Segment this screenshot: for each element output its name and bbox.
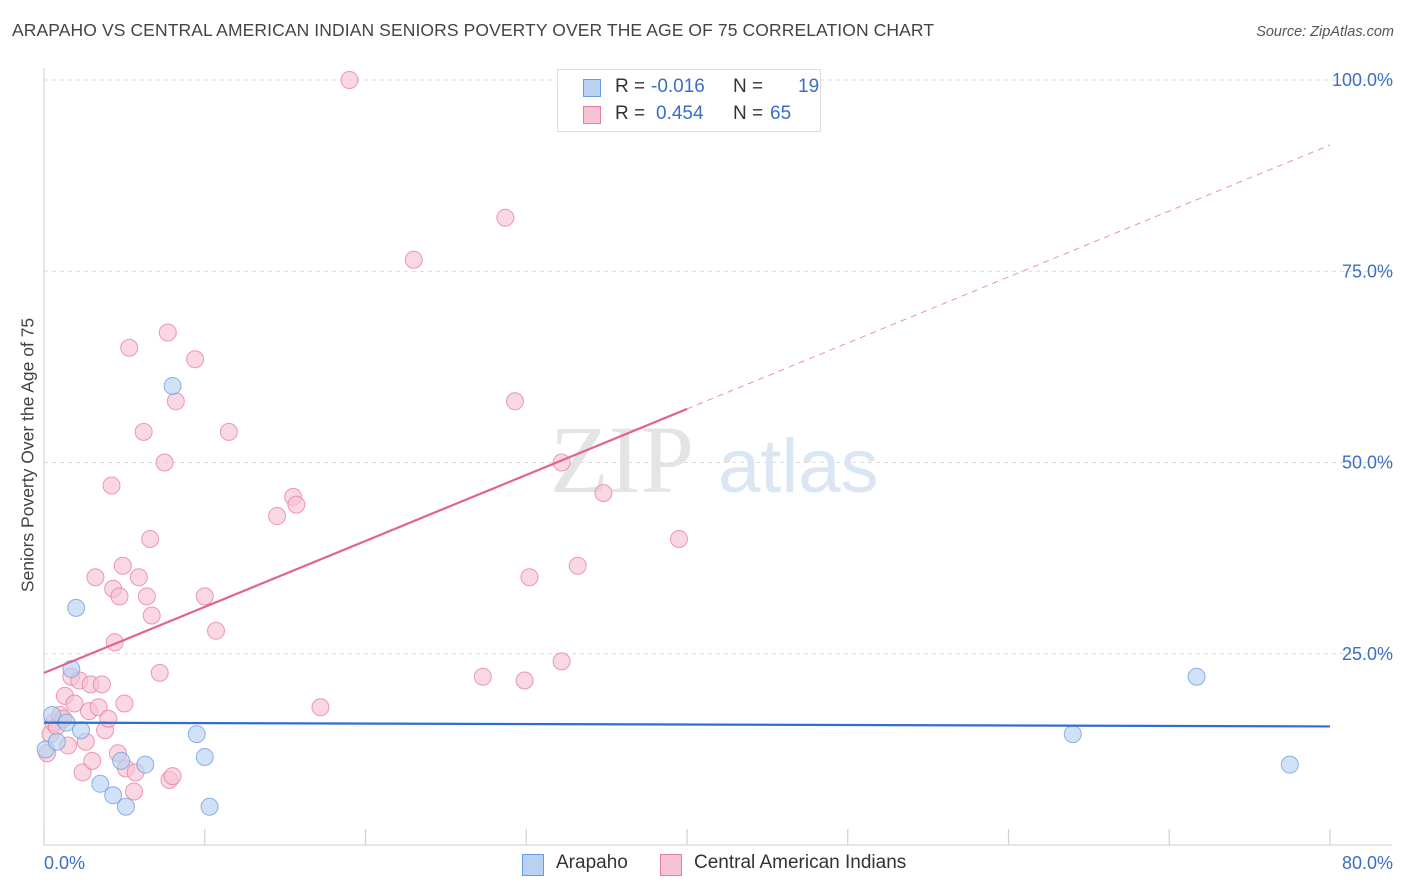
point-central-american: [99, 709, 118, 728]
point-central-american: [92, 675, 111, 694]
legend-r-label: R =: [615, 76, 646, 97]
point-arapaho: [136, 755, 155, 774]
point-arapaho: [200, 797, 219, 816]
point-central-american: [219, 422, 238, 441]
stats-legend: R = -0.016 N = 19 R = 0.454 N = 65: [557, 69, 821, 132]
legend-n-value: 65: [770, 103, 792, 124]
point-central-american: [83, 751, 102, 770]
point-central-american: [568, 556, 587, 575]
legend-r-value: -0.016: [651, 76, 705, 97]
trend-lines: [43, 144, 1331, 728]
point-central-american: [113, 556, 132, 575]
y-tick-label: 50.0%: [1342, 453, 1393, 473]
point-central-american: [669, 530, 688, 548]
chart-title: ARAPAHO VS CENTRAL AMERICAN INDIAN SENIO…: [12, 20, 935, 40]
point-arapaho: [1280, 755, 1299, 774]
point-central-american: [473, 667, 492, 686]
point-arapaho: [91, 774, 110, 793]
bottom-legend-label: Arapaho: [556, 852, 628, 873]
legend-n-label: N =: [733, 103, 764, 124]
point-central-american: [515, 671, 534, 690]
trend-line-central-american: [43, 407, 688, 674]
watermark-atlas: atlas: [718, 424, 879, 509]
legend-swatch-blue: [583, 79, 601, 97]
legend-swatch-pink: [583, 106, 601, 124]
legend-r-value: 0.454: [656, 103, 704, 124]
y-tick-label: 100.0%: [1332, 70, 1393, 90]
point-central-american: [268, 507, 287, 526]
point-central-american: [150, 663, 169, 682]
point-arapaho: [104, 786, 123, 805]
trend-line-central-american-extended: [686, 144, 1331, 410]
point-central-american: [73, 763, 92, 782]
legend-r-label: R =: [615, 103, 646, 124]
x-tick-label: 0.0%: [44, 853, 85, 873]
point-central-american: [505, 392, 524, 411]
point-central-american: [163, 767, 182, 786]
point-central-american: [195, 587, 214, 606]
point-central-american: [129, 568, 148, 587]
point-central-american: [120, 338, 139, 357]
point-arapaho: [163, 377, 182, 395]
point-arapaho: [195, 748, 214, 767]
point-arapaho: [71, 721, 90, 740]
tick-labels: 25.0% 50.0% 75.0% 100.0% 0.0% 80.0%: [44, 70, 1393, 873]
point-central-american: [110, 587, 129, 606]
point-central-american: [134, 422, 153, 441]
point-arapaho: [187, 725, 206, 744]
point-central-american: [142, 606, 161, 625]
point-central-american: [141, 530, 160, 548]
y-tick-label: 75.0%: [1342, 261, 1393, 281]
watermark-zip: ZIP: [550, 406, 694, 513]
point-arapaho: [67, 598, 86, 617]
legend-n-label: N =: [733, 76, 764, 97]
point-arapaho: [47, 732, 66, 751]
point-central-american: [137, 587, 156, 606]
point-central-american: [89, 698, 108, 717]
point-arapaho: [1063, 725, 1082, 744]
point-central-american: [158, 323, 177, 342]
trend-line-arapaho: [43, 721, 1331, 728]
point-central-american: [552, 652, 571, 671]
point-central-american: [340, 71, 359, 89]
point-central-american: [115, 694, 134, 713]
chart-source: Source: ZipAtlas.com: [1256, 24, 1394, 40]
point-central-american: [155, 453, 174, 472]
bottom-legend-label: Central American Indians: [694, 852, 907, 873]
point-central-american: [65, 694, 84, 713]
point-arapaho: [116, 797, 135, 816]
gridlines: [44, 79, 1392, 655]
watermark: ZIP atlas: [550, 406, 879, 513]
point-central-american: [125, 782, 144, 801]
point-central-american: [520, 568, 539, 587]
point-central-american: [166, 392, 185, 411]
point-central-american: [311, 698, 330, 717]
data-points: [36, 71, 1299, 816]
point-central-american: [86, 568, 105, 587]
x-tick-label: 80.0%: [1342, 853, 1393, 873]
point-central-american: [594, 484, 613, 503]
point-central-american: [102, 476, 121, 495]
bottom-legend-swatch-blue: [522, 854, 544, 876]
legend-n-value: 19: [798, 76, 820, 97]
y-tick-label: 25.0%: [1342, 644, 1393, 664]
bottom-legend-swatch-pink: [660, 854, 682, 876]
point-central-american: [496, 208, 515, 227]
point-arapaho: [1187, 667, 1206, 686]
point-central-american: [207, 621, 226, 640]
point-central-american: [186, 350, 205, 369]
point-central-american: [404, 250, 423, 269]
point-central-american: [287, 495, 306, 514]
point-arapaho: [112, 751, 131, 770]
